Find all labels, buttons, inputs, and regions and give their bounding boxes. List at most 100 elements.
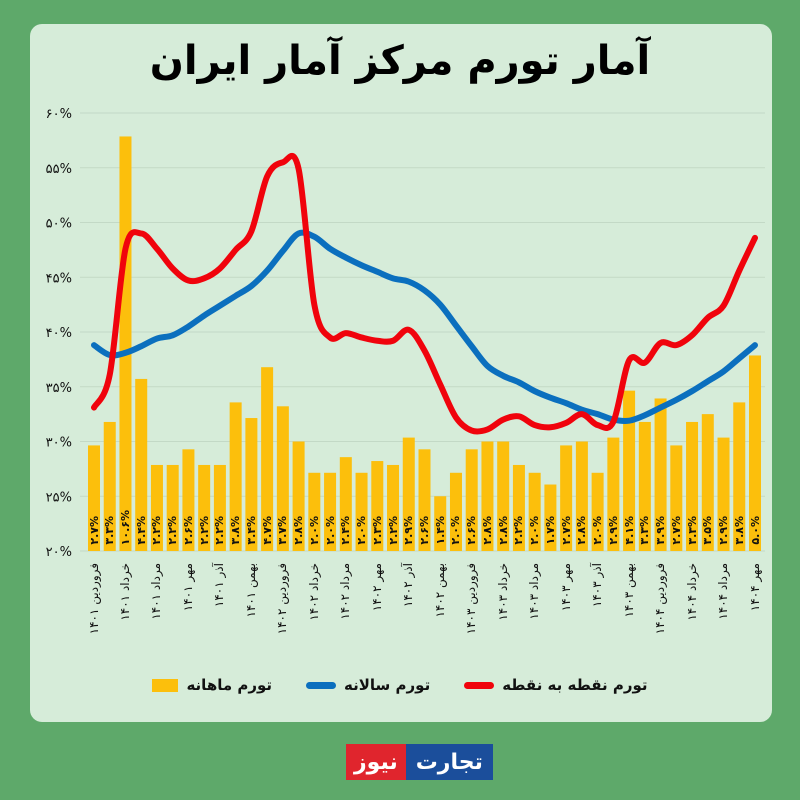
bar-data-label: ۱.۴% bbox=[433, 516, 447, 545]
bar-data-label: ۳.۸% bbox=[229, 516, 243, 545]
bar-data-label: ۲.۹% bbox=[717, 516, 731, 545]
bar-data-label: ۲.۲% bbox=[197, 516, 211, 545]
bar-data-label: ۲.۲% bbox=[150, 516, 164, 545]
x-tick-label: خرداد ۱۴۰۱ bbox=[117, 563, 132, 621]
bar-monthly bbox=[339, 457, 352, 551]
y-tick-label: ۴۰% bbox=[46, 326, 72, 341]
bar-data-label: ۲.۷% bbox=[559, 516, 573, 545]
bar-monthly bbox=[418, 449, 431, 551]
x-tick-label: بهمن ۱۴۰۱ bbox=[243, 563, 258, 618]
x-tick-label: مهر ۱۴۰۲ bbox=[369, 563, 384, 612]
bar-monthly bbox=[308, 472, 321, 551]
bar-monthly bbox=[182, 449, 195, 551]
bar-monthly bbox=[623, 390, 636, 551]
bar-monthly bbox=[103, 421, 116, 551]
bar-data-label: ۳.۷% bbox=[276, 516, 290, 545]
bar-monthly bbox=[402, 437, 415, 551]
bar-monthly bbox=[449, 472, 462, 551]
legend-item-annual: تورم سالانه bbox=[306, 676, 430, 694]
bar-data-label: ۳.۵% bbox=[701, 516, 715, 545]
bar-monthly bbox=[150, 464, 163, 551]
bar-data-label: ۲.۹% bbox=[606, 516, 620, 545]
bar-monthly bbox=[670, 445, 683, 551]
x-tick-label: فروردین ۱۴۰۳ bbox=[464, 563, 479, 635]
x-tick-label: خرداد ۱۴۰۴ bbox=[684, 563, 699, 621]
x-tick-label: مرداد ۱۴۰۳ bbox=[527, 563, 542, 620]
x-tick-label: فروردین ۱۴۰۲ bbox=[275, 563, 290, 635]
bar-monthly bbox=[88, 445, 100, 551]
bar-data-label: ۴.۷% bbox=[260, 516, 274, 545]
bar-data-label: ۳.۳% bbox=[103, 516, 117, 545]
bar-data-label: ۳.۹% bbox=[654, 516, 668, 545]
legend-swatch-blue bbox=[306, 681, 337, 689]
bar-monthly bbox=[701, 414, 714, 551]
bar-monthly bbox=[229, 402, 242, 551]
bar-data-label: ۲.۷% bbox=[87, 516, 101, 545]
bar-data-label: ۳.۸% bbox=[732, 516, 746, 545]
bar-data-label: ۲.۴% bbox=[339, 516, 353, 545]
bar-data-label: ۱۰.۶% bbox=[118, 509, 132, 545]
bar-data-label: ۲.۰% bbox=[355, 516, 369, 545]
bar-data-label: ۲.۸% bbox=[292, 516, 306, 545]
x-tick-label: خرداد ۱۴۰۳ bbox=[495, 563, 510, 621]
x-tick-label: مرداد ۱۴۰۴ bbox=[716, 563, 731, 620]
legend-swatch-red bbox=[464, 681, 495, 689]
bar-data-label: ۲.۸% bbox=[496, 516, 510, 545]
bar-monthly bbox=[387, 464, 400, 551]
y-tick-label: ۲۰% bbox=[46, 545, 72, 560]
y-tick-label: ۳۰% bbox=[46, 436, 72, 451]
y-tick-label: ۴۵% bbox=[46, 271, 72, 286]
legend-item-point-to-point: تورم نقطه به نقطه bbox=[464, 676, 648, 694]
bar-monthly bbox=[355, 472, 368, 551]
x-tick-label: مهر ۱۴۰۴ bbox=[747, 563, 762, 612]
legend-label: تورم نقطه به نقطه bbox=[502, 676, 648, 694]
bar-data-label: ۲.۰% bbox=[591, 516, 605, 545]
bar-monthly bbox=[607, 437, 620, 551]
bar-monthly bbox=[733, 402, 746, 551]
bar-data-label: ۲.۹% bbox=[402, 516, 416, 545]
chart-title: آمار تورم مرکز آمار ایران bbox=[149, 38, 651, 84]
bar-monthly bbox=[261, 367, 274, 551]
bar-monthly bbox=[292, 441, 305, 551]
x-tick-label: مهر ۱۴۰۳ bbox=[558, 563, 573, 612]
legend: تورم نقطه به نقطه تورم سالانه تورم ماهان… bbox=[0, 676, 800, 694]
x-tick-label: فروردین ۱۴۰۱ bbox=[86, 563, 101, 635]
bar-monthly bbox=[198, 464, 211, 551]
chart-panel bbox=[30, 24, 772, 722]
tejarat-news-logo: نیوز تجارت bbox=[346, 744, 493, 780]
bar-data-label: ۵.۰% bbox=[748, 516, 762, 545]
x-tick-label: آذر ۱۴۰۱ bbox=[212, 563, 227, 608]
legend-swatch-yellow bbox=[152, 678, 179, 692]
y-tick-label: ۳۵% bbox=[46, 381, 72, 396]
bar-data-label: ۴.۱% bbox=[622, 516, 636, 545]
bar-monthly bbox=[654, 398, 667, 551]
legend-label: تورم ماهانه bbox=[186, 676, 273, 694]
bar-data-label: ۱.۷% bbox=[543, 516, 557, 545]
bar-monthly bbox=[465, 449, 478, 551]
bar-monthly bbox=[575, 441, 588, 551]
x-tick-label: بهمن ۱۴۰۲ bbox=[432, 563, 447, 618]
bar-data-label: ۲.۰% bbox=[528, 516, 542, 545]
bar-monthly bbox=[166, 464, 179, 551]
bar-monthly bbox=[371, 461, 384, 551]
x-tick-label: بهمن ۱۴۰۳ bbox=[621, 563, 636, 618]
bar-monthly bbox=[591, 472, 604, 551]
bar-data-label: ۲.۶% bbox=[418, 516, 431, 545]
x-tick-label: آذر ۱۴۰۲ bbox=[401, 563, 416, 608]
bar-monthly bbox=[276, 406, 289, 551]
bar-data-label: ۲.۰% bbox=[323, 516, 337, 545]
bar-data-label: ۳.۳% bbox=[638, 516, 652, 545]
x-tick-label: فروردین ۱۴۰۴ bbox=[653, 563, 668, 635]
bar-monthly bbox=[324, 472, 337, 551]
logo-part-news: نیوز bbox=[346, 744, 406, 780]
y-tick-label: ۵۵% bbox=[46, 162, 72, 177]
bar-data-label: ۲.۲% bbox=[213, 516, 227, 545]
legend-label: تورم سالانه bbox=[344, 676, 431, 694]
bar-data-label: ۲.۸% bbox=[480, 516, 494, 545]
y-tick-label: ۲۵% bbox=[46, 490, 72, 505]
bar-monthly bbox=[245, 418, 258, 551]
line-annual-inflation bbox=[91, 229, 758, 424]
y-tick-label: ۵۰% bbox=[46, 217, 72, 232]
bar-monthly bbox=[560, 445, 573, 551]
